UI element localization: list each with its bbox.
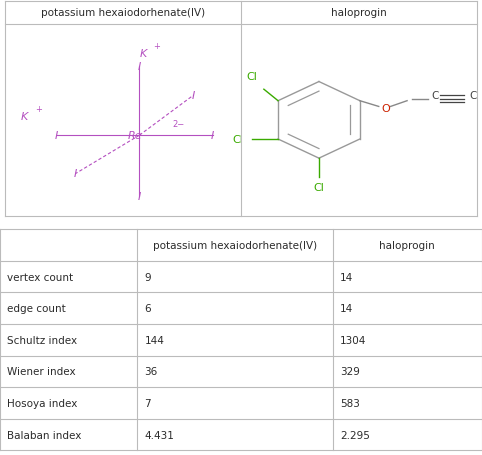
Text: O: O	[381, 104, 390, 114]
Text: K: K	[139, 49, 147, 59]
Text: 36: 36	[145, 367, 158, 377]
Text: I: I	[55, 131, 58, 141]
Text: I: I	[192, 91, 195, 101]
Text: I: I	[138, 192, 141, 202]
Text: 7: 7	[145, 398, 151, 408]
Text: 329: 329	[340, 367, 360, 377]
Text: C: C	[432, 91, 439, 101]
Text: 14: 14	[340, 272, 353, 282]
Text: K: K	[21, 112, 28, 122]
Text: Hosoya index: Hosoya index	[7, 398, 78, 408]
Text: 144: 144	[145, 335, 164, 345]
Text: 6: 6	[145, 303, 151, 313]
Text: 9: 9	[145, 272, 151, 282]
Text: Wiener index: Wiener index	[7, 367, 76, 377]
Text: 583: 583	[340, 398, 360, 408]
Text: 1304: 1304	[340, 335, 366, 345]
Text: 4.431: 4.431	[145, 430, 174, 440]
Text: +: +	[154, 41, 161, 51]
Text: 2−: 2−	[173, 120, 185, 129]
Text: potassium hexaiodorhenate(IV): potassium hexaiodorhenate(IV)	[153, 241, 317, 251]
Text: Cl: Cl	[313, 182, 324, 192]
Text: Balaban index: Balaban index	[7, 430, 81, 440]
Text: I: I	[74, 169, 77, 179]
Text: haloprogin: haloprogin	[331, 8, 387, 17]
Text: C: C	[469, 91, 477, 101]
Text: I: I	[211, 131, 214, 141]
Text: +: +	[36, 105, 42, 114]
Text: I: I	[138, 62, 141, 72]
Text: 14: 14	[340, 303, 353, 313]
Text: Cl: Cl	[247, 71, 257, 81]
Text: Schultz index: Schultz index	[7, 335, 77, 345]
Text: Re: Re	[127, 131, 142, 141]
Text: Cl: Cl	[232, 135, 243, 145]
Text: vertex count: vertex count	[7, 272, 73, 282]
Text: potassium hexaiodorhenate(IV): potassium hexaiodorhenate(IV)	[41, 8, 205, 17]
Text: edge count: edge count	[7, 303, 66, 313]
Text: 2.295: 2.295	[340, 430, 370, 440]
Text: haloprogin: haloprogin	[379, 241, 435, 251]
